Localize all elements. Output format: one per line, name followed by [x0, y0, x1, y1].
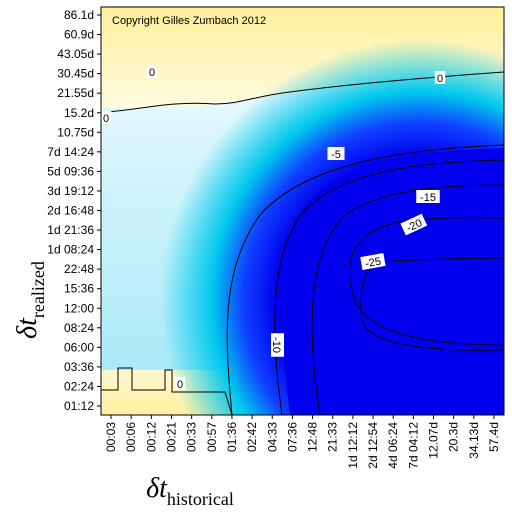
y-axis-ticks: 01:12 02:24 03:36 06:00 08:24 12:00 15:36 22:48… [47, 8, 101, 413]
contour-label-text: 0 [177, 379, 183, 391]
contour-line-minus-25 [360, 257, 504, 351]
contour-label-background [416, 190, 440, 203]
x-axis-label-symbol: δt [146, 473, 168, 504]
y-tick-label: 21.55d [57, 86, 94, 100]
x-tick-label: 20.3d [447, 422, 461, 452]
contour-label-text: 0 [437, 73, 443, 85]
x-tick-label: 34.13d [467, 422, 481, 459]
contour-label: -15 [416, 190, 440, 204]
contour-line-minus-20 [348, 217, 504, 346]
contour-line-minus-5 [226, 144, 504, 415]
contour-label-background [327, 147, 345, 160]
y-tick-label: 86.1d [64, 8, 94, 22]
contour-label-text: -5 [331, 149, 341, 161]
y-tick-label: 1d 21:36 [47, 223, 94, 237]
y-tick-label: 15:36 [64, 282, 94, 296]
contour-label: 0 [174, 377, 186, 391]
contour-label: -25 [360, 253, 386, 271]
y-tick-label: 1d 08:24 [47, 243, 94, 257]
contour-label-background [400, 213, 428, 236]
x-tick-label: 02:42 [245, 422, 259, 452]
x-tick-label: 4d 06:24 [386, 422, 400, 469]
y-tick-label: 2d 16:48 [47, 204, 94, 218]
x-axis-label-subscript: historical [167, 489, 234, 509]
x-tick-label: 00:21 [164, 422, 178, 452]
y-tick-label: 43.05d [57, 47, 94, 61]
x-tick-label: 2d 12:54 [366, 422, 380, 469]
y-axis-label: δtrealized [12, 261, 48, 339]
contour-lines [101, 71, 504, 415]
y-tick-label: 08:24 [64, 321, 94, 335]
y-axis-label-subscript: realized [28, 261, 48, 318]
y-tick-label: 12:00 [64, 301, 94, 315]
contour-label: 0 [434, 71, 446, 85]
x-tick-label: 00:03 [104, 422, 118, 452]
y-tick-label: 30.45d [57, 67, 94, 81]
y-tick-label: 60.9d [64, 28, 94, 42]
heatmap-deep-negative-region [280, 148, 504, 415]
x-tick-label: 12.07d [427, 422, 441, 459]
y-tick-label: 03:36 [64, 360, 94, 374]
contour-label-text: 0 [103, 113, 109, 125]
contour-label-text: 0 [149, 67, 155, 79]
y-tick-label: 02:24 [64, 379, 94, 393]
contour-label-background [146, 65, 158, 78]
y-tick-label: 5d 09:36 [47, 164, 94, 178]
contour-label-text: -10 [270, 337, 282, 353]
y-tick-label: 10.75d [57, 125, 94, 139]
y-tick-label: 15.2d [64, 106, 94, 120]
y-tick-label: 7d 14:24 [47, 145, 94, 159]
contour-label: 0 [101, 111, 112, 125]
x-tick-label: 00:33 [185, 422, 199, 452]
y-tick-label: 3d 19:12 [47, 184, 94, 198]
x-tick-label: 57.4d [487, 422, 501, 452]
contour-line-0-top [101, 71, 504, 113]
y-axis-label-symbol: δt [12, 317, 43, 339]
contour-label-background [101, 111, 112, 124]
svg-text:δtrealized: δtrealized [12, 261, 48, 339]
x-axis-label: δthistorical [146, 473, 234, 509]
contour-label-text: -15 [420, 192, 436, 204]
x-tick-label: 01:36 [225, 422, 239, 452]
contour-label: 0 [146, 65, 158, 79]
y-tick-label: 22:48 [64, 262, 94, 276]
contour-line-minus-15 [311, 184, 504, 415]
contour-label-background [174, 377, 186, 390]
contour-label-background [271, 333, 284, 357]
x-tick-label: 07:36 [285, 422, 299, 452]
contour-label-background [434, 71, 446, 84]
contour-label: -5 [327, 147, 345, 161]
x-tick-label: 00:06 [124, 422, 138, 452]
x-tick-label: 04:33 [265, 422, 279, 452]
svg-text:δthistorical: δthistorical [146, 473, 234, 509]
x-tick-label: 00:57 [205, 422, 219, 452]
y-tick-label: 01:12 [64, 399, 94, 413]
x-tick-label: 21:33 [326, 422, 340, 452]
y-tick-label: 06:00 [64, 340, 94, 354]
contour-label: -10 [270, 333, 284, 357]
x-tick-label: 1d 12:12 [346, 422, 360, 469]
contour-line-0-bottom [101, 367, 233, 415]
contour-label-background [360, 253, 386, 270]
contour-label-text: -25 [364, 256, 382, 271]
copyright-notice: Copyright Gilles Zumbach 2012 [112, 15, 266, 27]
x-axis-ticks: 00:03 00:06 00:12 00:21 00:33 00:57 01:36 02:42… [104, 415, 501, 469]
x-tick-label: 7d 04:12 [406, 422, 420, 469]
x-tick-label: 12:48 [306, 422, 320, 452]
x-tick-label: 00:12 [144, 422, 158, 452]
